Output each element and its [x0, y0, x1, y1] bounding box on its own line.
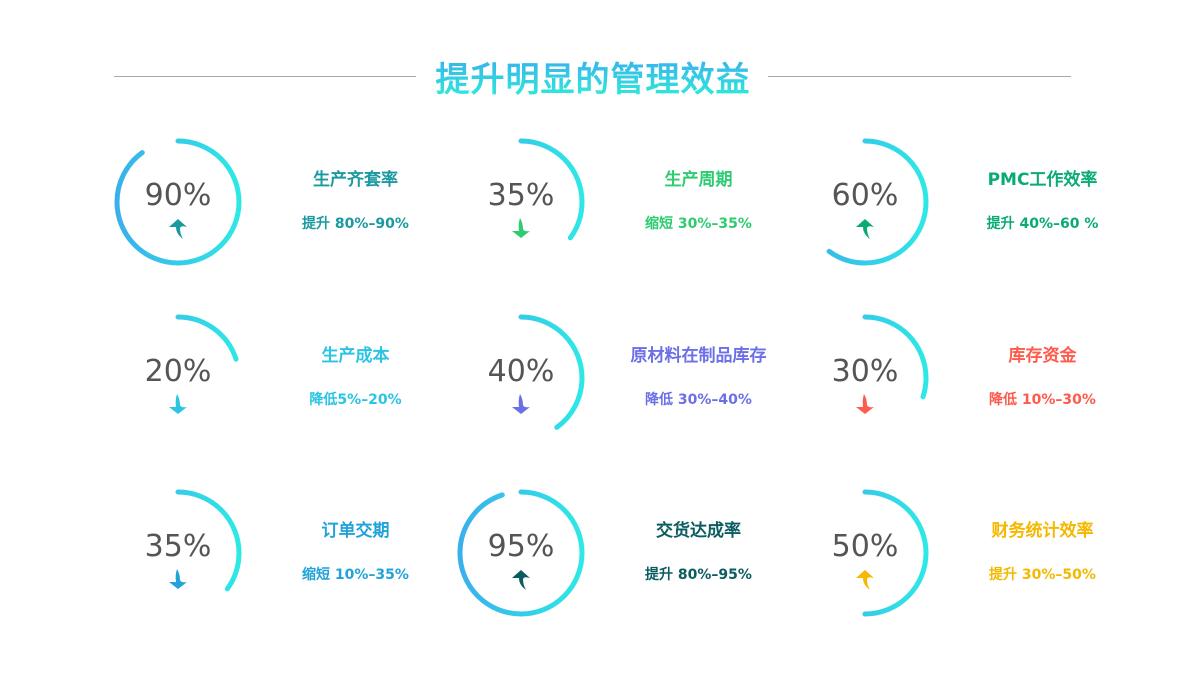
percent-value: 20%	[144, 354, 212, 389]
progress-ring	[114, 138, 242, 266]
metric-name: 原材料在制品库存	[630, 346, 767, 366]
metric-card: 60% PMC工作效率 提升 40%–60 %	[795, 132, 1135, 272]
progress-arc	[114, 314, 242, 442]
metric-name: 生产周期	[664, 170, 733, 190]
metric-card: 40% 原材料在制品库存 降低 30%–40%	[451, 308, 791, 448]
progress-arc	[114, 138, 242, 266]
arrow-down-icon	[169, 394, 187, 414]
arrow-down-icon	[856, 394, 874, 414]
metric-card: 30% 库存资金 降低 10%–30%	[795, 308, 1135, 448]
progress-arc	[801, 138, 929, 266]
arrow-down-icon	[512, 218, 530, 238]
page-title: 提升明显的管理效益	[0, 52, 1186, 101]
progress-arc	[801, 489, 929, 617]
metric-name: 生产成本	[321, 346, 390, 366]
progress-ring	[457, 138, 585, 266]
metric-description: 降低 30%–40%	[645, 392, 752, 408]
metric-description: 降低5%–20%	[309, 392, 402, 408]
metric-name: 库存资金	[1008, 346, 1077, 366]
metric-description: 提升 40%–60 %	[986, 216, 1099, 232]
arrow-up-icon	[512, 570, 530, 590]
percent-value: 90%	[144, 178, 212, 213]
metric-description: 提升 30%–50%	[989, 567, 1096, 583]
progress-arc	[801, 314, 929, 442]
metric-name: 订单交期	[321, 521, 390, 541]
progress-arc	[457, 314, 585, 442]
progress-ring	[801, 138, 929, 266]
percent-value: 60%	[831, 178, 899, 213]
percent-value: 50%	[831, 529, 899, 564]
progress-ring	[114, 314, 242, 442]
title-divider-left	[114, 76, 416, 77]
progress-ring	[457, 314, 585, 442]
progress-arc	[457, 489, 585, 617]
arrow-down-icon	[169, 569, 187, 589]
progress-ring	[114, 489, 242, 617]
metric-card: 90% 生产齐套率 提升 80%–90%	[108, 132, 448, 272]
metric-card: 35% 订单交期 缩短 10%–35%	[108, 483, 448, 623]
arrow-up-icon	[169, 219, 187, 239]
metric-card: 35% 生产周期 缩短 30%–35%	[451, 132, 791, 272]
metric-card: 20% 生产成本 降低5%–20%	[108, 308, 448, 448]
metric-description: 缩短 30%–35%	[645, 216, 752, 232]
metric-card: 50% 财务统计效率 提升 30%–50%	[795, 483, 1135, 623]
metric-description: 提升 80%–95%	[645, 567, 752, 583]
progress-ring	[457, 489, 585, 617]
arrow-up-icon	[856, 219, 874, 239]
percent-value: 30%	[831, 354, 899, 389]
title-divider-right	[768, 76, 1071, 77]
metric-description: 降低 10%–30%	[989, 392, 1096, 408]
progress-arc	[114, 489, 242, 617]
metric-name: 交货达成率	[656, 521, 741, 541]
arrow-down-icon	[512, 394, 530, 414]
arrow-up-icon	[856, 570, 874, 590]
progress-ring	[801, 489, 929, 617]
metric-description: 缩短 10%–35%	[302, 567, 409, 583]
metric-name: PMC工作效率	[987, 170, 1098, 190]
percent-value: 40%	[487, 354, 555, 389]
percent-value: 35%	[144, 529, 212, 564]
metric-name: 财务统计效率	[991, 521, 1094, 541]
progress-arc	[457, 138, 585, 266]
metric-description: 提升 80%–90%	[302, 216, 409, 232]
metric-name: 生产齐套率	[313, 170, 398, 190]
metric-card: 95% 交货达成率 提升 80%–95%	[451, 483, 791, 623]
progress-ring	[801, 314, 929, 442]
percent-value: 95%	[487, 529, 555, 564]
percent-value: 35%	[487, 178, 555, 213]
